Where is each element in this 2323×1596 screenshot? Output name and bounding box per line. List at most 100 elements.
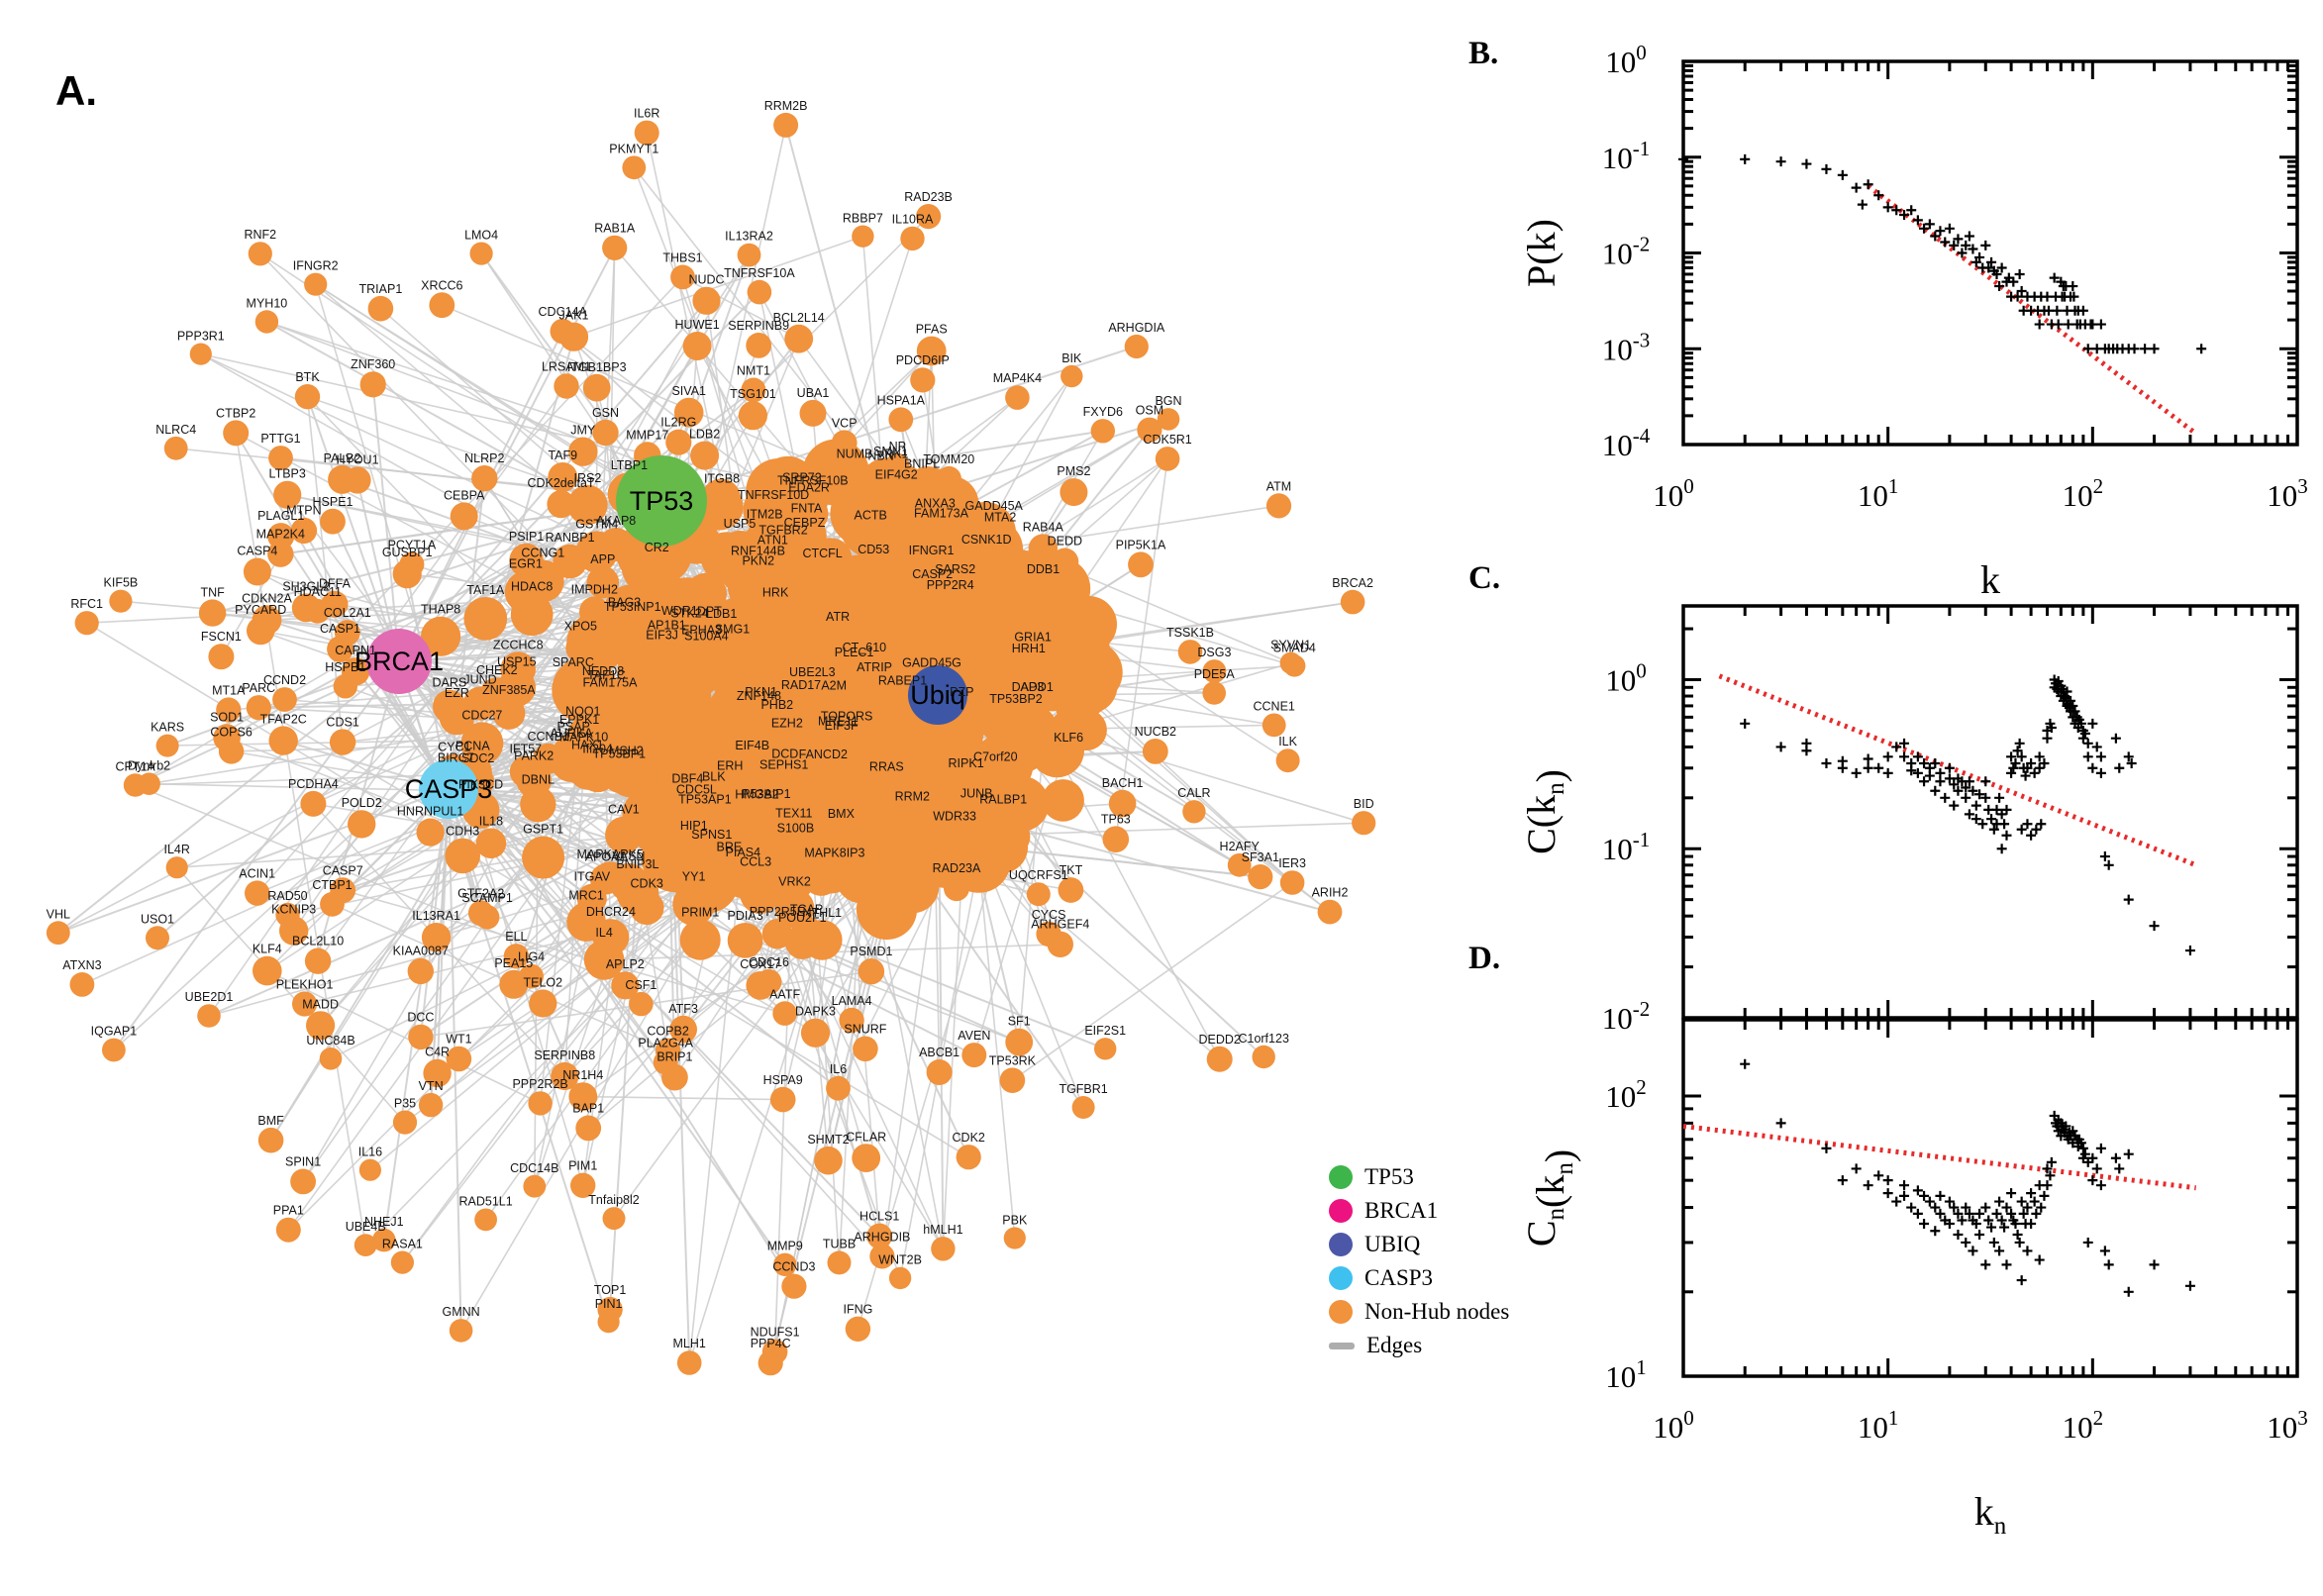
tick-label: 10-4 bbox=[1602, 424, 1651, 462]
gene-label: RNF144B bbox=[731, 544, 785, 557]
non-hub-node bbox=[769, 1086, 796, 1113]
non-hub-node bbox=[1047, 931, 1074, 957]
data-point bbox=[1970, 800, 1981, 811]
non-hub-node bbox=[981, 763, 1009, 791]
data-point bbox=[2022, 1246, 2033, 1256]
gene-label: KIF5B bbox=[104, 576, 139, 590]
non-hub-node bbox=[869, 1244, 895, 1269]
gene-label: CCND2 bbox=[263, 673, 306, 687]
non-hub-node bbox=[888, 1266, 912, 1290]
gene-label: CR2 bbox=[645, 541, 669, 554]
data-point bbox=[2114, 1163, 2125, 1174]
data-point bbox=[1991, 268, 2002, 279]
gene-label: S100A4 bbox=[684, 629, 729, 643]
gene-label: AP1B1 bbox=[648, 618, 686, 632]
data-point bbox=[2075, 1138, 2086, 1148]
non-hub-node bbox=[304, 948, 332, 974]
gene-label: KLF4 bbox=[252, 943, 282, 956]
gene-label: RNF2 bbox=[244, 228, 276, 242]
non-hub-node bbox=[944, 875, 969, 902]
gene-label: IL13RA1 bbox=[412, 909, 460, 923]
plot-b-points bbox=[1678, 153, 2207, 354]
non-hub-node bbox=[814, 1146, 843, 1175]
gene-label: P53AIP1 bbox=[742, 787, 790, 801]
data-point bbox=[1964, 776, 1974, 787]
gene-label: RAD17 bbox=[781, 678, 821, 692]
gene-label: ACIN1 bbox=[239, 866, 275, 880]
gene-label: RAD51L1 bbox=[458, 1195, 512, 1209]
data-point bbox=[2016, 824, 2027, 835]
non-hub-node bbox=[961, 1043, 987, 1068]
plot-b-frame bbox=[1681, 59, 2299, 447]
gene-label: DCC bbox=[407, 1011, 434, 1025]
gene-label: NDUFS1 bbox=[751, 1326, 800, 1340]
gene-label: RAB1A bbox=[594, 222, 636, 236]
non-hub-node bbox=[773, 1252, 797, 1277]
gene-label: TP53RK bbox=[989, 1053, 1037, 1067]
gene-label: CCL3 bbox=[740, 854, 771, 868]
network-edge bbox=[1115, 458, 1168, 840]
non-hub-node bbox=[866, 1223, 893, 1249]
gene-label: EGR1 bbox=[509, 557, 543, 571]
data-point bbox=[1977, 819, 1988, 830]
non-hub-node bbox=[558, 322, 589, 351]
non-hub-node bbox=[746, 333, 772, 358]
gene-label: VHL bbox=[47, 907, 70, 921]
data-point bbox=[2029, 767, 2040, 778]
gene-label: JAK1 bbox=[559, 309, 589, 323]
data-point bbox=[1949, 779, 1960, 790]
non-hub-node bbox=[669, 1015, 697, 1044]
non-hub-node bbox=[423, 1058, 452, 1088]
gene-label: PKN2 bbox=[742, 553, 774, 567]
gene-label: HDAC8 bbox=[511, 579, 553, 593]
gene-label: BAG3 bbox=[608, 596, 641, 610]
non-hub-node bbox=[1014, 655, 1044, 685]
gene-label: TSSK1B bbox=[1166, 626, 1214, 640]
non-hub-node bbox=[973, 546, 999, 572]
gene-label: SOD1 bbox=[210, 710, 244, 724]
data-point bbox=[1775, 1118, 1786, 1129]
data-point bbox=[1964, 1208, 1974, 1219]
tick-label: 102 bbox=[2063, 1406, 2104, 1445]
data-point bbox=[2046, 1156, 2057, 1167]
data-point bbox=[1964, 231, 1974, 242]
gene-label: CAPN1 bbox=[335, 644, 376, 657]
gene-label: DPT bbox=[697, 604, 722, 618]
non-hub-node bbox=[1202, 681, 1226, 705]
non-hub-node bbox=[329, 729, 356, 755]
legend-item-brca1: BRCA1 bbox=[1329, 1198, 1509, 1224]
data-point bbox=[1974, 1230, 1985, 1241]
data-point bbox=[2068, 1126, 2078, 1137]
non-hub-node bbox=[870, 773, 903, 806]
non-hub-node bbox=[827, 1250, 852, 1275]
non-hub-node bbox=[1005, 1028, 1034, 1056]
gene-label: TUBB bbox=[823, 1237, 856, 1250]
data-point bbox=[1930, 1202, 1941, 1213]
gene-label: COPS6 bbox=[210, 725, 252, 739]
network-edge bbox=[448, 788, 786, 1265]
data-point bbox=[1851, 182, 1862, 193]
gene-label: APP bbox=[590, 552, 615, 566]
non-hub-node bbox=[599, 528, 634, 561]
data-point bbox=[1961, 240, 1971, 250]
gene-label: VCP bbox=[832, 416, 858, 430]
data-point bbox=[2099, 851, 2110, 862]
data-point bbox=[2082, 738, 2093, 748]
non-hub-node bbox=[499, 969, 529, 999]
plot-d-points bbox=[1740, 1058, 2195, 1297]
gene-label: CYC1 bbox=[438, 741, 470, 754]
network-edge bbox=[977, 860, 1016, 1239]
gene-label: HYOU1 bbox=[336, 452, 378, 466]
legend: TP53 BRCA1 UBIQ CASP3 Non-Hub nodes Edges bbox=[1329, 1164, 1509, 1366]
non-hub-node bbox=[429, 292, 455, 319]
gene-label: BNIPL bbox=[904, 456, 940, 470]
gene-label: LMO4 bbox=[464, 228, 498, 242]
non-hub-node bbox=[1028, 534, 1059, 563]
data-point bbox=[2053, 319, 2064, 330]
non-hub-node bbox=[554, 373, 579, 399]
data-point bbox=[2149, 344, 2160, 354]
node-swatch-icon bbox=[1329, 1199, 1353, 1223]
data-point bbox=[1940, 792, 1951, 803]
data-point bbox=[2126, 757, 2137, 768]
gene-label: UBE2L3 bbox=[789, 665, 836, 679]
